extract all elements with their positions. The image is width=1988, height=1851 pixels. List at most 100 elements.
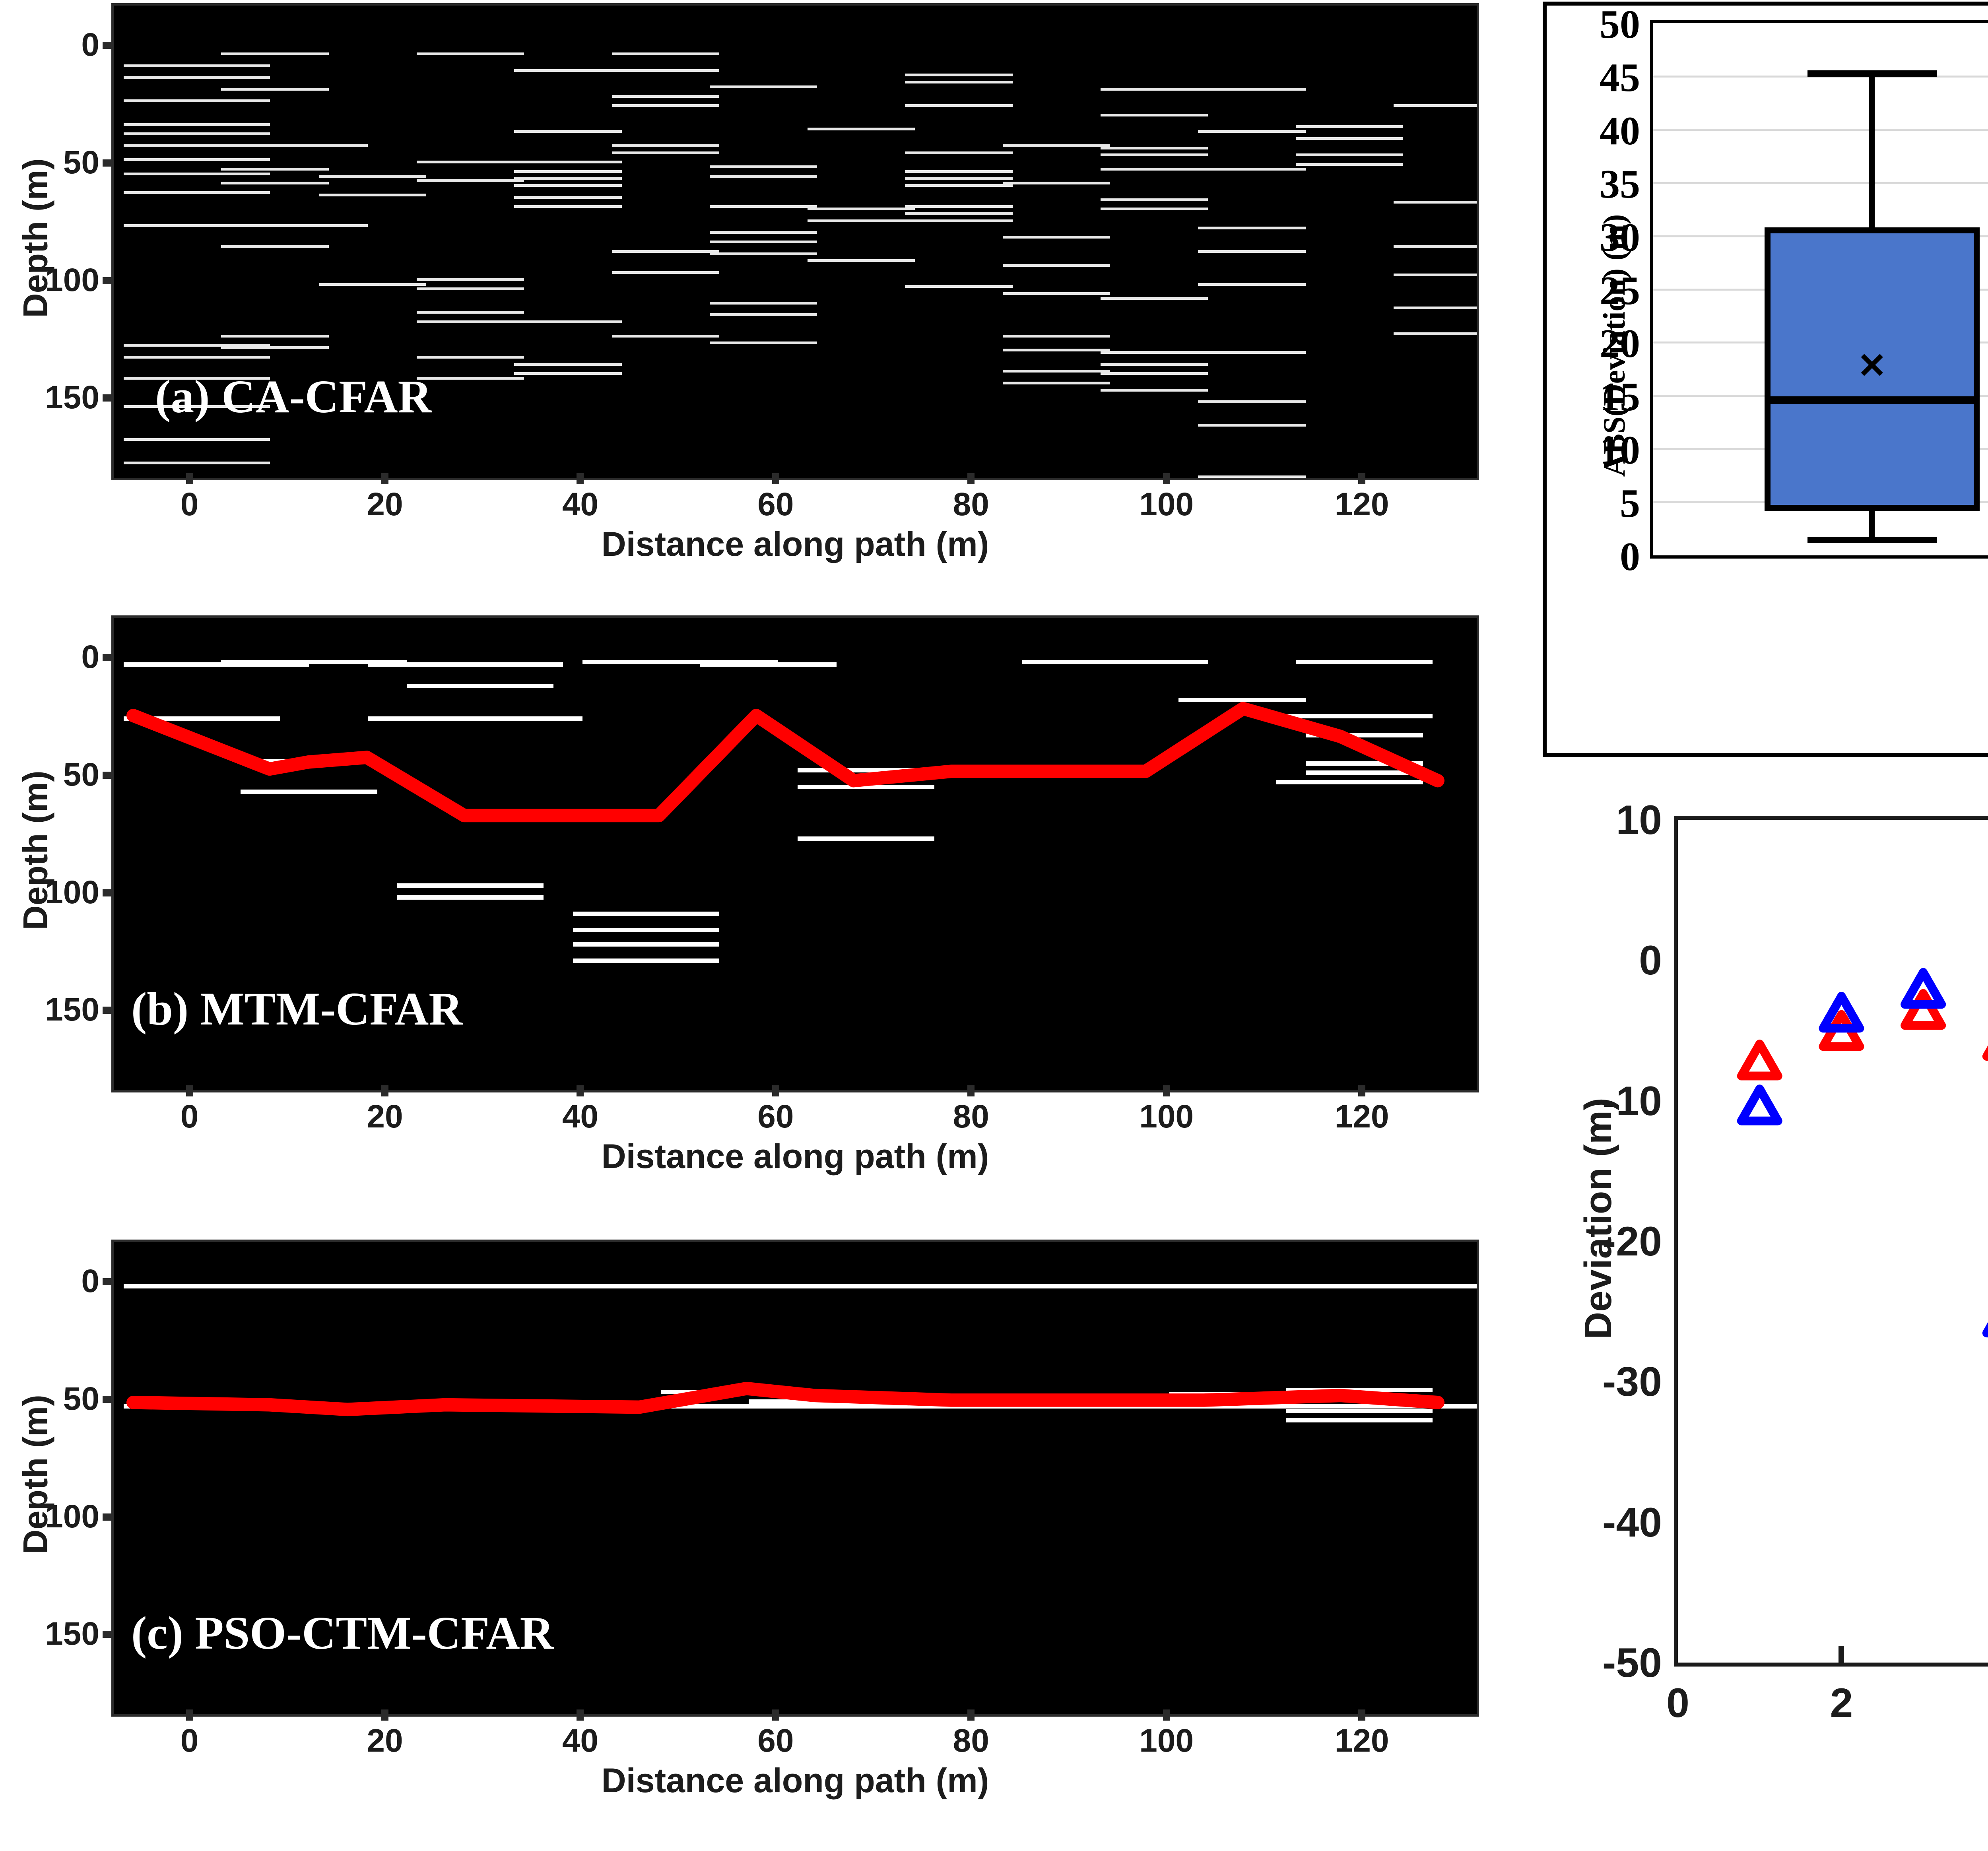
detection-segment [1198,167,1306,171]
detection-segment [709,175,817,178]
xtick-label: 60 [757,1723,794,1759]
xtick-label: 60 [757,1098,794,1135]
detection-segment [1100,208,1208,211]
detection-segment [221,660,407,665]
xtick-label: 120 [1334,1723,1389,1759]
detection-segment [123,344,270,347]
detection-segment [905,205,1013,208]
detection-segment [1198,130,1306,133]
detection-segment [416,320,524,324]
xtick-label: 0 [180,486,199,522]
xtick-mark [1163,1709,1170,1721]
panel-b-xlabel: Distance along path (m) [601,1137,989,1176]
detection-segment [1393,104,1477,107]
detection-segment [123,376,270,380]
xtick-label: 40 [562,1723,599,1759]
detection-segment [514,372,622,375]
detection-segment [612,151,720,154]
ytick-label: 50 [63,756,99,793]
detection-segment [1393,245,1477,248]
detection-segment [1100,372,1208,375]
panel-d-plot-area: ✕✕ [1650,20,1988,559]
detection-segment [1198,475,1306,478]
ytick-label: 100 [45,262,99,298]
median-line [1764,396,1980,404]
data-point-pso-ctm-cfar [1737,1040,1782,1081]
detection-segment [367,662,563,667]
panel-c-caption: (c) PSO-CTM-CFAR [131,1607,554,1659]
mean-marker: ✕ [1857,346,1887,386]
xtick-mark [772,473,779,484]
ytick-label: 0 [81,1263,99,1300]
detection-segment [123,355,270,359]
detection-segment [407,683,553,688]
detection-segment [514,205,622,208]
detection-segment [905,81,1013,84]
detection-segment [807,128,915,131]
detection-segment [123,1404,1477,1409]
detection-segment [1296,163,1404,166]
detection-segment [807,259,915,262]
xtick-label: 120 [1334,1098,1389,1135]
detection-segment [1286,1409,1433,1413]
detection-segment [416,52,524,56]
detection-segment [709,301,817,305]
ytick-label: 50 [63,1380,99,1417]
detection-segment [1198,424,1306,427]
xtick-label: 20 [367,1098,403,1135]
detection-segment [221,167,329,171]
detection-segment [612,104,720,107]
ytick-label: 100 [45,1498,99,1535]
xtick-label: 20 [367,1723,403,1759]
detection-segment [416,161,524,164]
detection-segment [1100,351,1208,354]
ytick-label: 10 [1616,797,1662,843]
xtick-mark [1358,1085,1366,1096]
ytick-label: -40 [1602,1499,1662,1546]
detection-segment [905,74,1013,77]
detection-segment [1003,292,1110,295]
detection-segment [709,165,817,168]
detection-segment [905,219,1013,222]
detection-segment [221,245,329,248]
ytick-label: 30 [1600,215,1640,260]
detection-segment [1286,1387,1433,1392]
detection-segment [612,144,720,147]
detection-segment [1198,283,1306,286]
detection-segment [514,184,622,187]
whisker-cap-min [1807,536,1937,543]
detection-segment [1100,297,1208,300]
detection-segment [1393,332,1477,335]
panel-b-plot-area [111,615,1479,1092]
panel-a-xlabel: Distance along path (m) [601,525,989,563]
detection-segment [514,170,622,173]
detection-segment [319,193,427,196]
ytick-label: 5 [1620,481,1640,526]
tracked-bottom-line [126,1381,1444,1416]
ytick-label: 25 [1600,268,1640,313]
detection-segment [1003,144,1110,147]
ytick-label: -10 [1602,1078,1662,1124]
ytick-label: -20 [1602,1218,1662,1265]
detection-segment [905,151,1013,154]
detection-segment [1393,273,1477,276]
detection-segment [123,224,368,227]
detection-segment [416,287,524,291]
xtick-label: 80 [953,1098,989,1135]
detection-segment [416,278,524,281]
detection-segment [1296,153,1404,157]
xtick-mark [186,1085,193,1096]
xtick-label: 120 [1334,486,1389,522]
detection-segment [514,363,622,366]
detection-segment [1296,660,1433,665]
detection-segment [905,212,1013,215]
xtick-label: 4 [1934,1680,1988,1727]
detection-segment [416,376,524,380]
whisker-cap-max [1807,70,1937,77]
detection-segment [241,789,378,794]
panel-b-caption: (b) MTM-CFAR [131,983,463,1035]
xtick-mark [967,1085,975,1096]
detection-segment [123,1284,1477,1289]
detection-segment [798,784,934,789]
detection-segment [123,76,270,79]
